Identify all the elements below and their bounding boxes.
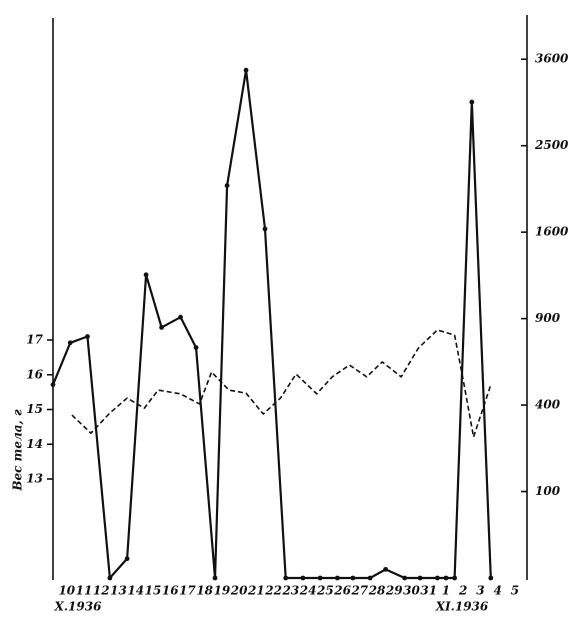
data-point xyxy=(224,183,230,188)
x-tick-label: 11 xyxy=(76,584,93,598)
x-tick-label: 18 xyxy=(196,584,213,598)
x-tick-label: 14 xyxy=(127,584,144,598)
x-tick-label: 29 xyxy=(385,584,403,598)
data-point xyxy=(67,340,73,346)
y2-tick-label: 2500 xyxy=(534,138,569,152)
data-point xyxy=(488,575,494,581)
data-point xyxy=(262,226,268,232)
data-point xyxy=(143,272,149,278)
data-point xyxy=(452,575,458,581)
data-point xyxy=(283,575,289,581)
y-tick-label: 17 xyxy=(26,333,43,347)
data-point xyxy=(434,575,440,581)
x-tick-label: 26 xyxy=(333,584,351,598)
data-point xyxy=(383,566,389,572)
x-tick-label: 27 xyxy=(350,584,368,598)
x-tick-label: 31 xyxy=(420,584,437,598)
data-point xyxy=(107,575,113,581)
y2-tick-label: 400 xyxy=(535,398,561,412)
month-label: XI.1936 xyxy=(435,600,489,614)
data-point xyxy=(417,575,423,581)
data-point xyxy=(402,575,408,581)
data-point xyxy=(300,575,306,581)
x-tick-label: 3 xyxy=(476,584,484,598)
data-point xyxy=(317,575,323,581)
x-tick-label: 30 xyxy=(403,584,420,598)
data-point xyxy=(212,575,218,581)
month-label: X.1936 xyxy=(54,600,103,614)
data-point xyxy=(350,575,356,581)
x-tick-label: 13 xyxy=(110,584,127,598)
data-line xyxy=(71,329,492,438)
x-tick-label: 16 xyxy=(162,584,179,598)
x-tick-label: 1 xyxy=(442,584,450,598)
data-point xyxy=(335,575,340,581)
data-point xyxy=(367,575,373,581)
x-tick-label: 12 xyxy=(93,584,110,598)
x-tick-label: 15 xyxy=(145,584,162,598)
data-point xyxy=(50,382,56,388)
x-tick-label: 25 xyxy=(316,584,334,598)
x-tick-label: 4 xyxy=(494,584,502,598)
data-point xyxy=(124,556,130,562)
x-tick-label: 17 xyxy=(179,584,196,598)
x-tick-label: 28 xyxy=(368,584,386,598)
y-tick-label: 14 xyxy=(26,437,43,451)
x-tick-label: 2 xyxy=(458,584,467,598)
y-tick-label: 16 xyxy=(26,367,43,381)
y2-tick-label: 3600 xyxy=(535,52,569,66)
data-point xyxy=(193,345,199,351)
y-axis-label: Вес тела, г xyxy=(11,409,25,492)
x-tick-label: 5 xyxy=(511,584,519,598)
x-tick-label: 21 xyxy=(247,584,265,598)
x-tick-label: 24 xyxy=(299,584,317,598)
y-tick-label: 15 xyxy=(26,402,43,416)
x-tick-label: 23 xyxy=(282,584,300,598)
data-line xyxy=(51,69,492,580)
x-tick-label: 20 xyxy=(230,584,248,598)
x-tick-label: 22 xyxy=(264,584,282,598)
y2-tick-label: 900 xyxy=(535,311,561,325)
y-tick-label: 13 xyxy=(26,471,43,485)
data-point xyxy=(85,334,90,339)
data-point xyxy=(443,575,449,581)
data-point xyxy=(243,67,249,73)
data-point xyxy=(159,325,164,330)
data-point xyxy=(469,99,475,105)
data-point xyxy=(178,314,183,320)
y2-tick-label: 100 xyxy=(535,484,561,498)
x-tick-label: 19 xyxy=(214,584,231,598)
y2-tick-label: 1600 xyxy=(535,225,569,239)
x-tick-label: 10 xyxy=(58,584,75,598)
